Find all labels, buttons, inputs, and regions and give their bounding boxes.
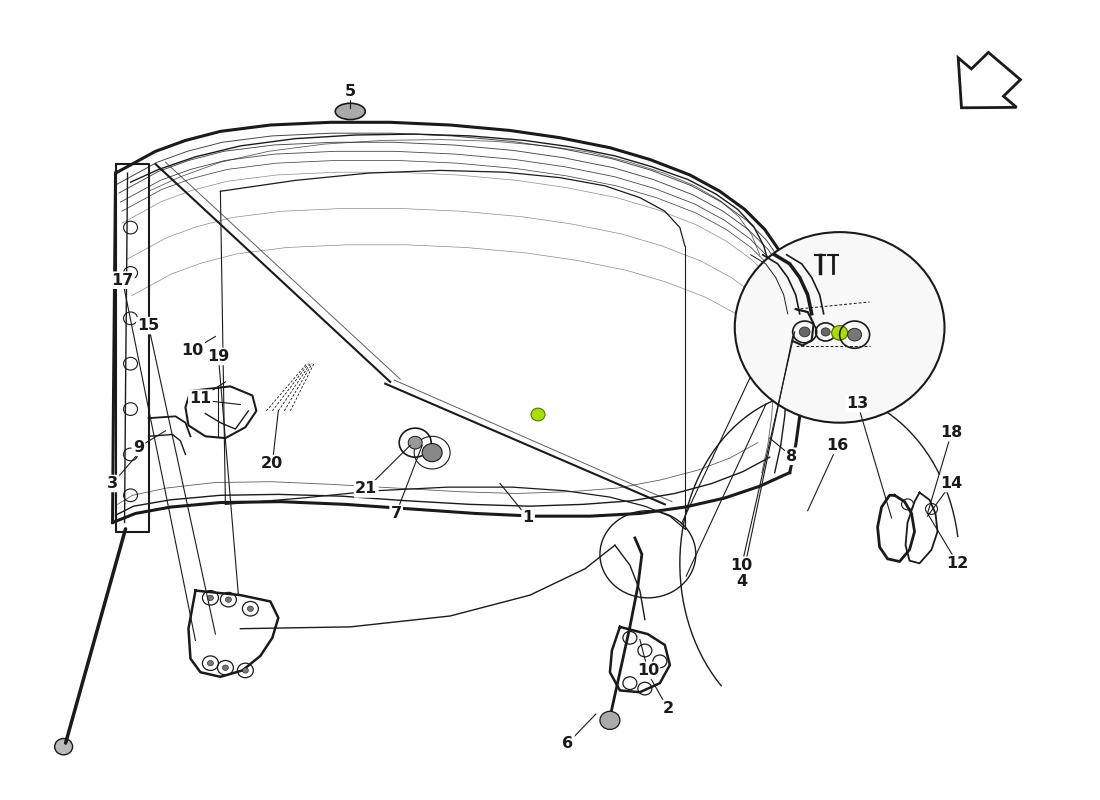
Circle shape: [600, 711, 620, 730]
Circle shape: [848, 328, 861, 341]
Circle shape: [226, 597, 231, 602]
Text: 20: 20: [261, 456, 284, 471]
Circle shape: [408, 436, 422, 449]
Polygon shape: [958, 53, 1021, 108]
Circle shape: [800, 327, 810, 337]
Circle shape: [222, 665, 229, 670]
Circle shape: [735, 232, 945, 422]
Text: 9: 9: [133, 440, 144, 454]
Circle shape: [55, 738, 73, 755]
Text: 6: 6: [562, 735, 573, 750]
Ellipse shape: [336, 103, 365, 119]
Text: 19: 19: [207, 349, 230, 364]
Text: 3: 3: [107, 476, 118, 491]
Text: 17: 17: [111, 273, 134, 288]
Text: 14: 14: [940, 476, 962, 491]
Text: 16: 16: [826, 438, 849, 453]
Circle shape: [208, 661, 213, 666]
Circle shape: [242, 668, 249, 673]
Text: 5: 5: [344, 84, 355, 99]
Text: 10: 10: [637, 663, 659, 678]
Circle shape: [208, 595, 213, 601]
Text: 13: 13: [847, 396, 869, 411]
Text: 4: 4: [736, 574, 747, 589]
Text: 15: 15: [138, 318, 160, 333]
Text: 10: 10: [182, 342, 204, 358]
Circle shape: [248, 606, 253, 611]
Text: 21: 21: [355, 482, 377, 497]
Text: 11: 11: [189, 390, 211, 406]
Text: 1: 1: [522, 510, 534, 526]
Text: 7: 7: [390, 506, 402, 521]
Text: 2: 2: [662, 701, 673, 716]
Text: 12: 12: [946, 556, 969, 571]
Text: 18: 18: [940, 425, 962, 440]
Circle shape: [832, 326, 848, 340]
Circle shape: [422, 443, 442, 462]
Circle shape: [822, 328, 830, 336]
Circle shape: [531, 408, 544, 421]
Text: 10: 10: [730, 558, 752, 573]
Text: 8: 8: [786, 449, 798, 464]
